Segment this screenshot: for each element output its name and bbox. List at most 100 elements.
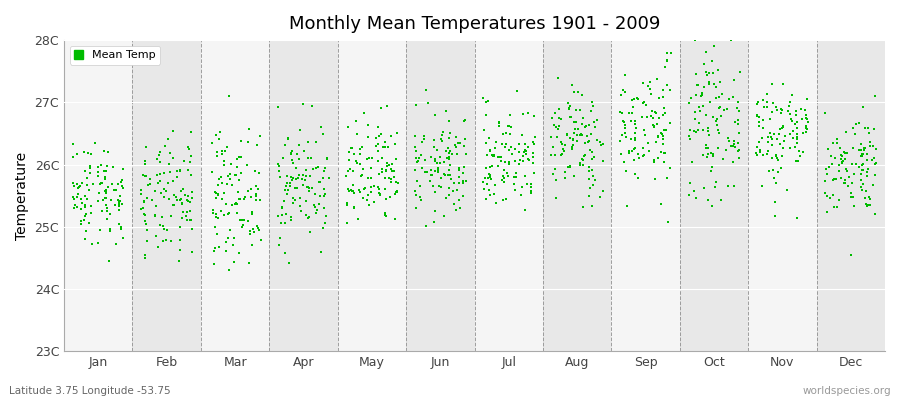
Point [367, 182, 382, 189]
Point [161, 179, 176, 186]
Point [479, 112, 493, 119]
Point [284, 174, 299, 180]
Point [279, 183, 293, 189]
Point [827, 204, 842, 210]
Point [711, 130, 725, 136]
Point [433, 159, 447, 166]
Point [789, 158, 804, 164]
Point [170, 167, 184, 174]
Point [662, 87, 677, 93]
Point [94, 162, 108, 168]
Point [775, 107, 789, 114]
Point [486, 152, 500, 159]
Point [628, 137, 643, 144]
Point [212, 176, 226, 182]
Point [102, 258, 116, 264]
Point [309, 164, 323, 171]
Point [284, 183, 298, 189]
Point [428, 189, 442, 195]
Point [518, 148, 533, 154]
Point [663, 120, 678, 126]
Point [226, 242, 240, 248]
Point [800, 96, 814, 102]
Point [77, 202, 92, 208]
Point [724, 143, 739, 150]
Point [137, 199, 151, 206]
Point [647, 156, 662, 163]
Point [248, 193, 263, 199]
Point [162, 196, 176, 203]
Point [85, 151, 99, 158]
Point [701, 124, 716, 131]
Point [148, 188, 162, 194]
Point [281, 187, 295, 193]
Point [484, 163, 499, 169]
Point [248, 168, 262, 174]
Point [315, 174, 329, 181]
Point [783, 110, 797, 117]
Point [646, 122, 661, 128]
Point [272, 162, 286, 169]
Point [760, 99, 774, 105]
Point [353, 146, 367, 153]
Point [248, 191, 263, 197]
Point [701, 81, 716, 87]
Point [115, 185, 130, 191]
Point [364, 164, 378, 171]
Point [112, 202, 127, 208]
Point [271, 212, 285, 219]
Point [140, 226, 154, 233]
Point [769, 198, 783, 205]
Point [114, 226, 129, 233]
Point [648, 110, 662, 116]
Point [498, 158, 512, 165]
Point [378, 144, 392, 150]
Point [705, 203, 719, 210]
Point [382, 175, 396, 181]
Point [138, 212, 152, 218]
Point [688, 109, 702, 116]
Point [621, 148, 635, 154]
Point [285, 160, 300, 166]
Point [66, 194, 80, 200]
Point [178, 192, 193, 198]
Point [173, 197, 187, 204]
Point [700, 72, 715, 78]
Point [86, 240, 100, 247]
Point [791, 158, 806, 164]
Point [355, 172, 369, 178]
Point [508, 187, 522, 193]
Point [558, 175, 572, 181]
Point [288, 196, 302, 203]
Point [692, 120, 706, 126]
Point [838, 176, 852, 183]
Point [434, 136, 448, 142]
Point [289, 165, 303, 172]
Point [790, 139, 805, 146]
Point [274, 204, 289, 210]
Point [418, 223, 433, 229]
Point [845, 160, 859, 167]
Bar [269, 40, 338, 351]
Point [245, 242, 259, 248]
Point [232, 217, 247, 223]
Point [442, 192, 456, 198]
Point [184, 128, 198, 135]
Point [67, 182, 81, 189]
Point [99, 190, 113, 197]
Bar [201, 40, 269, 351]
Point [843, 194, 858, 200]
Point [480, 152, 494, 158]
Point [425, 172, 439, 178]
Point [317, 168, 331, 174]
Point [587, 119, 601, 125]
Point [231, 196, 246, 202]
Point [522, 156, 536, 163]
Point [424, 154, 438, 160]
Point [137, 198, 151, 204]
Point [273, 235, 287, 242]
Point [356, 195, 370, 202]
Point [572, 132, 587, 138]
Point [768, 131, 782, 137]
Point [688, 37, 702, 43]
